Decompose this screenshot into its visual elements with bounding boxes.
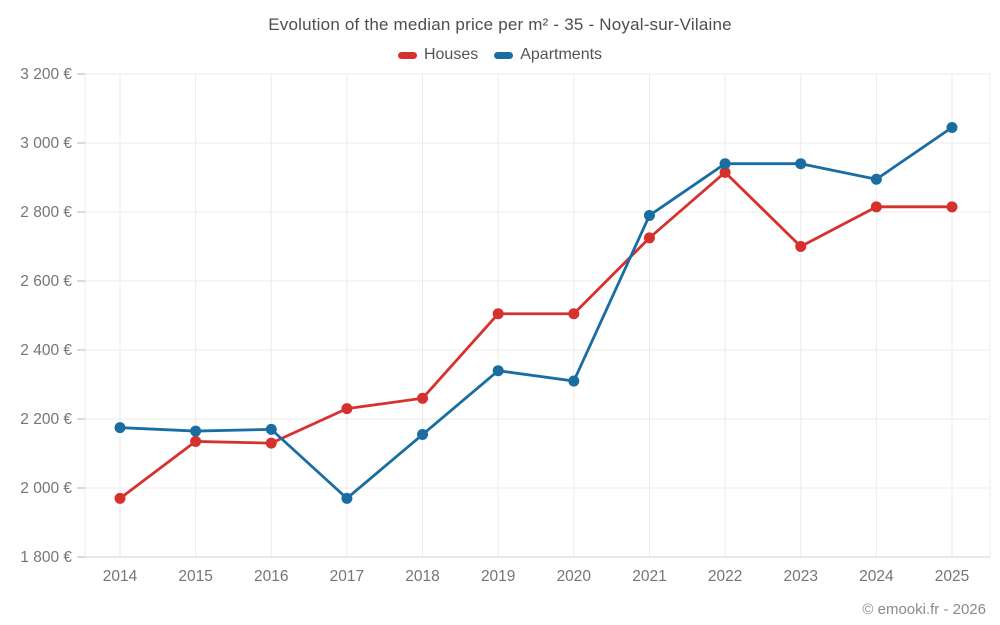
data-point-houses-2021[interactable] bbox=[643, 232, 655, 244]
x-tick-label: 2020 bbox=[557, 568, 592, 585]
x-tick-label: 2017 bbox=[330, 568, 364, 585]
y-tick-label: 1 800 € bbox=[20, 549, 72, 566]
data-point-apartments-2022[interactable] bbox=[719, 158, 731, 170]
data-point-apartments-2018[interactable] bbox=[417, 429, 429, 441]
data-point-houses-2023[interactable] bbox=[795, 241, 807, 252]
data-point-apartments-2017[interactable] bbox=[341, 492, 353, 504]
legend: Houses Apartments bbox=[0, 46, 1000, 64]
legend-item-apartments[interactable]: Apartments bbox=[494, 46, 602, 64]
data-point-apartments-2021[interactable] bbox=[643, 209, 655, 221]
x-axis: 2014 2015 2016 2017 2018 2019 2020 2021 2022 2023… bbox=[84, 74, 991, 585]
chart-title: Evolution of the median price per m² - 3… bbox=[268, 15, 732, 34]
y-tick-label: 2 800 € bbox=[20, 204, 72, 221]
series-line-apartments bbox=[118, 126, 954, 500]
y-tick-label: 2 400 € bbox=[20, 342, 72, 359]
x-tick-label: 2015 bbox=[178, 568, 212, 585]
x-tick-label: 2014 bbox=[103, 568, 138, 585]
x-tick-label: 2024 bbox=[859, 568, 894, 585]
y-tick-label: 2 600 € bbox=[20, 273, 72, 290]
legend-label-houses: Houses bbox=[423, 46, 479, 63]
data-point-houses-2014[interactable] bbox=[114, 492, 126, 504]
data-point-apartments-2019[interactable] bbox=[492, 365, 504, 377]
houses-swatch-icon bbox=[397, 51, 417, 59]
data-point-houses-2024[interactable] bbox=[870, 201, 882, 213]
data-point-apartments-2020[interactable] bbox=[568, 375, 580, 387]
data-point-houses-2025[interactable] bbox=[946, 201, 958, 213]
legend-item-houses[interactable]: Houses bbox=[397, 46, 479, 64]
data-point-apartments-2023[interactable] bbox=[795, 158, 807, 170]
y-tick-label: 2 000 € bbox=[20, 480, 72, 497]
data-point-houses-2016[interactable] bbox=[265, 437, 277, 449]
y-axis: 1 800 € 2 000 € 2 200 € 2 400 € 2 600 € 2 800… bbox=[20, 66, 990, 566]
data-point-apartments-2024[interactable] bbox=[870, 173, 882, 185]
x-tick-label: 2016 bbox=[254, 568, 288, 585]
copyright-footer: © emooki.fr - 2026 bbox=[862, 601, 986, 618]
x-tick-label: 2019 bbox=[481, 568, 515, 585]
x-tick-label: 2025 bbox=[935, 568, 969, 585]
data-point-houses-2015[interactable] bbox=[190, 435, 202, 447]
data-point-houses-2017[interactable] bbox=[341, 403, 353, 415]
x-tick-label: 2018 bbox=[405, 568, 439, 585]
x-tick-label: 2022 bbox=[708, 568, 742, 585]
data-point-apartments-2025[interactable] bbox=[946, 121, 958, 133]
data-point-houses-2018[interactable] bbox=[417, 392, 429, 404]
data-point-houses-2019[interactable] bbox=[492, 308, 504, 320]
y-tick-label: 3 000 € bbox=[20, 135, 72, 152]
data-point-houses-2020[interactable] bbox=[568, 308, 580, 320]
data-point-houses-2022[interactable] bbox=[719, 166, 731, 178]
y-tick-label: 2 200 € bbox=[20, 411, 72, 428]
data-point-apartments-2016[interactable] bbox=[265, 423, 277, 435]
series-line-houses bbox=[118, 170, 954, 500]
apartments-swatch-icon bbox=[494, 51, 514, 59]
series-apartments bbox=[114, 121, 958, 504]
x-tick-label: 2023 bbox=[783, 568, 817, 585]
series-houses bbox=[114, 166, 958, 504]
data-point-apartments-2015[interactable] bbox=[190, 425, 202, 437]
x-tick-label: 2021 bbox=[632, 568, 666, 585]
y-tick-label: 3 200 € bbox=[20, 66, 72, 83]
data-point-apartments-2014[interactable] bbox=[114, 422, 126, 434]
legend-label-apartments: Apartments bbox=[520, 46, 603, 63]
